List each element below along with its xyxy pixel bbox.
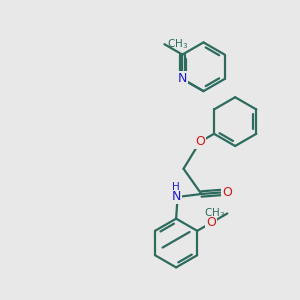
Text: O: O xyxy=(206,216,216,229)
Text: CH$_3$: CH$_3$ xyxy=(204,207,225,220)
Text: O: O xyxy=(222,186,232,199)
Text: N: N xyxy=(178,73,187,85)
Text: CH$_3$: CH$_3$ xyxy=(167,37,188,51)
Text: O: O xyxy=(195,136,205,148)
Text: N: N xyxy=(171,190,181,203)
Text: H: H xyxy=(172,182,180,193)
